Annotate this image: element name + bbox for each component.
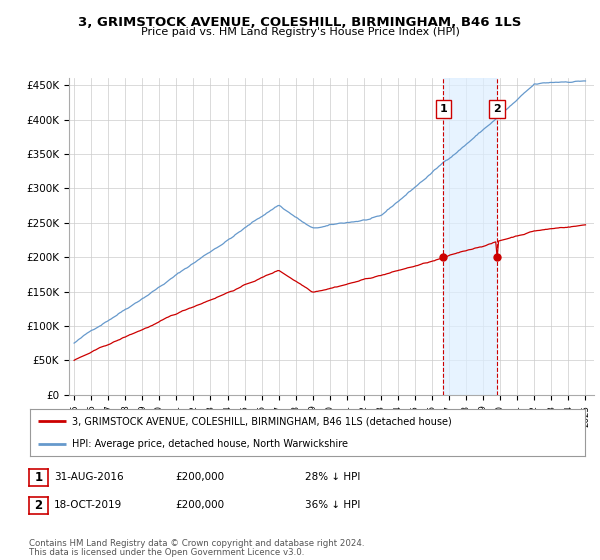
Text: 2: 2 (34, 499, 43, 512)
Text: 31-AUG-2016: 31-AUG-2016 (54, 472, 124, 482)
Text: 2: 2 (493, 104, 501, 114)
Text: HPI: Average price, detached house, North Warwickshire: HPI: Average price, detached house, Nort… (71, 439, 347, 449)
Text: 1: 1 (440, 104, 448, 114)
Text: 18-OCT-2019: 18-OCT-2019 (54, 500, 122, 510)
Text: 36% ↓ HPI: 36% ↓ HPI (305, 500, 360, 510)
Text: 1: 1 (34, 471, 43, 484)
Text: 28% ↓ HPI: 28% ↓ HPI (305, 472, 360, 482)
Text: Contains HM Land Registry data © Crown copyright and database right 2024.: Contains HM Land Registry data © Crown c… (29, 539, 364, 548)
Text: This data is licensed under the Open Government Licence v3.0.: This data is licensed under the Open Gov… (29, 548, 304, 557)
Text: 3, GRIMSTOCK AVENUE, COLESHILL, BIRMINGHAM, B46 1LS: 3, GRIMSTOCK AVENUE, COLESHILL, BIRMINGH… (79, 16, 521, 29)
Text: Price paid vs. HM Land Registry's House Price Index (HPI): Price paid vs. HM Land Registry's House … (140, 27, 460, 37)
Text: £200,000: £200,000 (176, 472, 225, 482)
Text: 3, GRIMSTOCK AVENUE, COLESHILL, BIRMINGHAM, B46 1LS (detached house): 3, GRIMSTOCK AVENUE, COLESHILL, BIRMINGH… (71, 416, 451, 426)
Bar (443, 78, 497, 395)
Text: £200,000: £200,000 (176, 500, 225, 510)
